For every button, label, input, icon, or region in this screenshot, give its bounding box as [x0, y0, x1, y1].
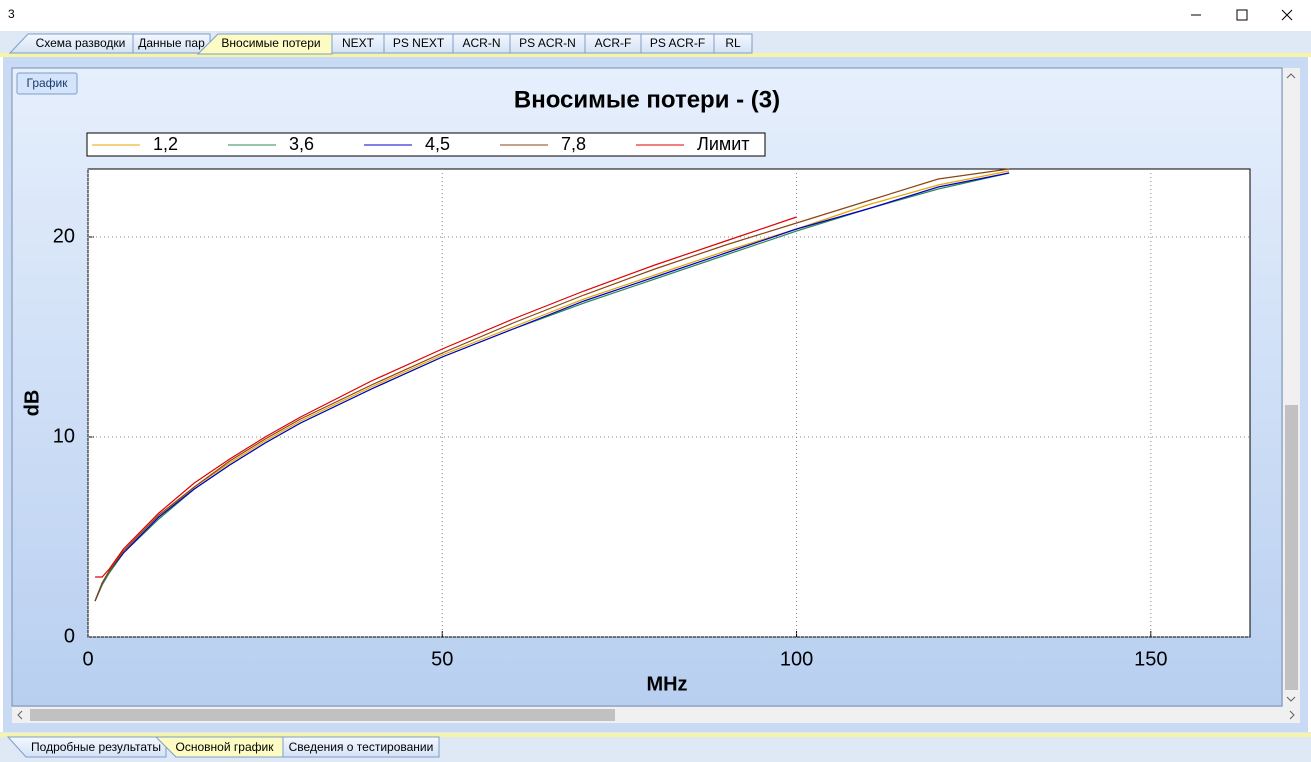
window-controls[interactable]: [1191, 9, 1293, 21]
bottom-tab[interactable]: [6, 736, 167, 758]
tab-label[interactable]: ACR-N: [463, 36, 501, 50]
bottom-tab-label[interactable]: Сведения о тестировании: [289, 740, 434, 754]
bottom-tab-line: [0, 733, 1311, 737]
scroll-up[interactable]: [1286, 73, 1296, 79]
tab-label[interactable]: RL: [725, 36, 741, 50]
y-tick-label: 0: [64, 625, 75, 647]
chart-button-label[interactable]: График: [27, 76, 69, 90]
legend-label: 1,2: [153, 134, 178, 154]
chart-button[interactable]: [16, 72, 78, 95]
plot-area: [87, 168, 1251, 638]
tab-label[interactable]: Вносимые потери: [221, 36, 320, 50]
bottom-tab[interactable]: [282, 736, 440, 758]
x-axis-label: MHz: [646, 673, 687, 695]
legend-label: 7,8: [561, 134, 586, 154]
tab-label[interactable]: Данные пар: [138, 36, 205, 50]
series-line: [94, 168, 1010, 602]
y-tick-label: 10: [53, 425, 75, 447]
legend-label: Лимит: [697, 134, 750, 154]
tab-label[interactable]: NEXT: [342, 36, 375, 50]
series-line: [94, 172, 1010, 602]
legend-label: 3,6: [289, 134, 314, 154]
bottom-tab-label[interactable]: Основной график: [176, 740, 275, 754]
window-title: 3: [8, 7, 15, 21]
tab-label[interactable]: PS NEXT: [393, 36, 445, 50]
maximize-button[interactable]: [1236, 9, 1248, 21]
tab-label[interactable]: Схема разводки: [36, 36, 126, 50]
x-tick-label: 50: [431, 648, 453, 670]
horizontal-scrollbar[interactable]: [12, 707, 1300, 723]
scroll-down[interactable]: [1286, 696, 1296, 702]
scroll-right[interactable]: [1289, 710, 1295, 720]
x-tick-label: 150: [1134, 648, 1167, 670]
series-line: [95, 216, 797, 578]
x-tick-label: 0: [82, 648, 93, 670]
y-tick-label: 20: [53, 225, 75, 247]
x-tick-label: 100: [780, 648, 813, 670]
tab[interactable]: [713, 33, 753, 54]
tab-label[interactable]: PS ACR-F: [650, 36, 705, 50]
tab-label[interactable]: PS ACR-N: [519, 36, 576, 50]
scroll-thumb[interactable]: [30, 709, 615, 721]
vertical-scrollbar[interactable]: [1283, 68, 1300, 707]
tab-underline: [0, 53, 1311, 57]
scroll-thumb[interactable]: [1285, 405, 1298, 690]
legend-box: [86, 132, 766, 157]
scroll-left[interactable]: [17, 710, 23, 720]
close-button[interactable]: [1281, 9, 1293, 21]
tab[interactable]: [132, 33, 211, 54]
chart-title: Вносимые потери - (3): [514, 86, 780, 113]
bottom-tab-label[interactable]: Подробные результаты: [31, 740, 161, 754]
tab-label[interactable]: ACR-F: [595, 36, 632, 50]
y-axis-label: dB: [21, 390, 43, 417]
legend-label: 4,5: [425, 134, 450, 154]
